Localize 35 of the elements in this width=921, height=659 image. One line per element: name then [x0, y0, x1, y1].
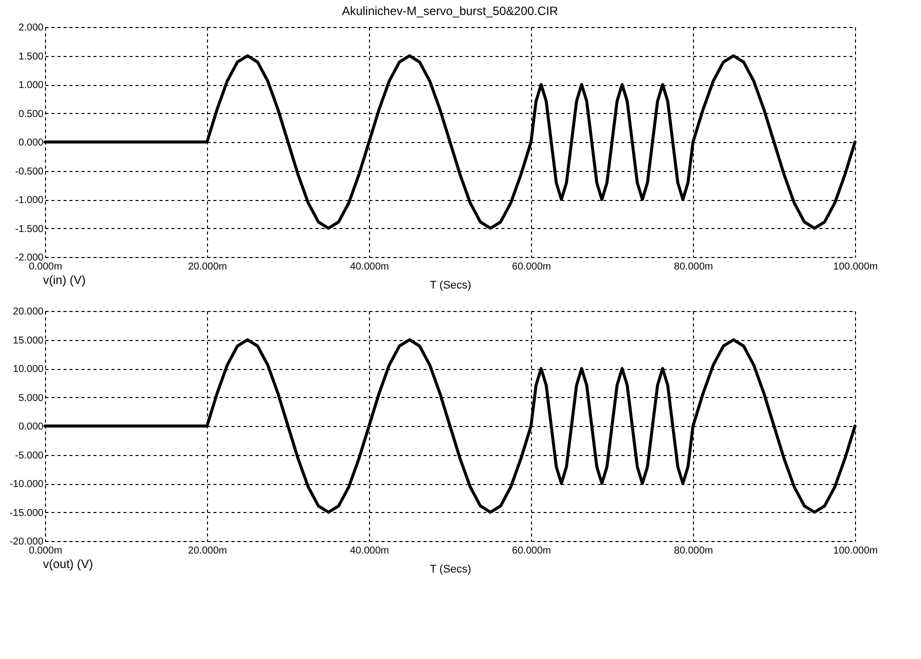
y-tick-label: -1.000 — [15, 195, 44, 206]
y-tick-label: 10.000 — [12, 364, 44, 375]
y-tick-label: 20.000 — [12, 306, 44, 318]
y-tick-label: 1.500 — [18, 51, 44, 62]
x-tick-label: 60.000m — [512, 546, 551, 556]
chart-title: Akulinichev-M_servo_burst_50&200.CIR — [342, 4, 558, 18]
x-tick-label: 60.000m — [512, 262, 551, 272]
y-tick-label: -1.500 — [15, 224, 44, 235]
y-tick-label: 1.000 — [18, 80, 44, 91]
x-tick-label: 20.000m — [188, 546, 227, 556]
y-tick-label: 0.500 — [18, 108, 44, 120]
x-axis-title: T (Secs) — [430, 564, 472, 576]
y-tick-label: 0.000 — [18, 138, 44, 148]
y-tick-label: 15.000 — [12, 335, 44, 346]
y-tick-label: -2.000 — [15, 252, 44, 264]
y-tick-label: -20.000 — [10, 536, 44, 548]
x-tick-label: 20.000m — [188, 262, 227, 272]
x-tick-label: 0.000m — [28, 546, 62, 556]
x-tick-label: 0.000m — [28, 262, 62, 272]
x-axis-title: T (Secs) — [430, 280, 472, 292]
x-tick-label: 100.000m — [833, 262, 878, 272]
text: v(out) (V) — [43, 557, 94, 571]
y-tick-label: 0.000 — [18, 422, 44, 432]
y-tick-label: 5.000 — [18, 392, 44, 404]
text: v(in) (V) — [43, 273, 86, 287]
y-tick-label: -5.000 — [15, 450, 44, 462]
x-tick-label: 40.000m — [350, 262, 389, 272]
y-tick-label: -10.000 — [10, 479, 44, 490]
x-tick-label: 40.000m — [350, 546, 389, 556]
x-tick-label: 100.000m — [833, 546, 878, 556]
x-tick-label: 80.000m — [674, 262, 713, 272]
y-tick-label: -0.500 — [15, 166, 44, 178]
y-tick-label: 2.000 — [18, 22, 44, 34]
x-tick-label: 80.000m — [674, 546, 713, 556]
y-tick-label: -15.000 — [10, 508, 44, 519]
